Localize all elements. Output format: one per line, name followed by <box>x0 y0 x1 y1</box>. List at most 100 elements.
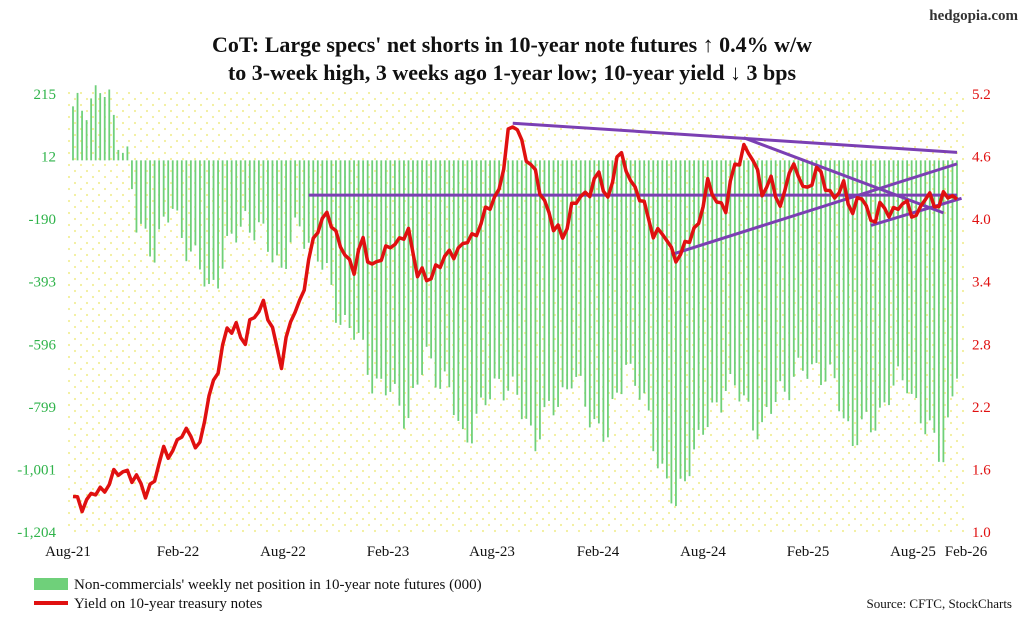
bar <box>348 160 351 328</box>
legend: Non-commercials' weekly net position in … <box>34 577 482 612</box>
bar <box>534 160 537 452</box>
bar <box>829 160 831 365</box>
legend-swatch-bars <box>34 578 68 590</box>
bar <box>285 160 287 269</box>
right-tick-label: 1.6 <box>972 462 991 478</box>
bar <box>507 160 510 391</box>
bar <box>307 160 310 243</box>
bar <box>362 160 365 340</box>
bar <box>316 160 319 262</box>
left-tick-label: -1,204 <box>17 525 56 541</box>
bar <box>842 160 845 419</box>
bar <box>670 160 673 504</box>
bar <box>375 160 378 379</box>
bar <box>815 160 818 363</box>
bar <box>90 98 93 161</box>
line-series <box>72 125 959 514</box>
bar <box>715 160 718 403</box>
bar <box>543 160 546 408</box>
bar <box>851 160 854 447</box>
bar <box>756 160 759 440</box>
bar <box>253 160 256 241</box>
bar <box>321 160 324 270</box>
bar <box>344 160 346 315</box>
bar <box>647 160 650 411</box>
bar <box>874 160 877 431</box>
bar <box>99 93 102 161</box>
x-tick-label: Feb-23 <box>367 544 410 560</box>
bar <box>906 160 909 394</box>
bar <box>720 160 723 413</box>
bar <box>570 160 573 389</box>
bar <box>652 160 655 452</box>
bar <box>180 160 183 238</box>
bar <box>820 160 822 386</box>
bar <box>724 160 727 391</box>
bar <box>353 160 355 340</box>
bar <box>638 160 641 400</box>
left-axis: 215 12 -190 -393 -596 -799 -1,001 -1,204 <box>17 87 56 541</box>
trend-line <box>670 162 958 257</box>
x-tick-label: Feb-22 <box>157 544 200 560</box>
bar <box>747 160 750 402</box>
bar <box>869 160 872 433</box>
bar <box>171 160 174 209</box>
bar <box>393 160 396 384</box>
x-tick-label: Aug-21 <box>45 544 91 560</box>
x-tick-label: Aug-24 <box>680 544 726 560</box>
bar <box>706 160 709 428</box>
bar <box>162 160 165 217</box>
bar <box>502 160 505 401</box>
right-tick-label: 4.6 <box>972 150 991 166</box>
bar <box>865 160 868 412</box>
bar <box>924 160 927 435</box>
bar <box>620 160 623 395</box>
bar <box>539 160 541 440</box>
bar <box>774 160 777 403</box>
bar <box>675 160 677 507</box>
brand-label: hedgopia.com <box>929 8 1018 24</box>
bar <box>434 160 437 388</box>
bar <box>738 160 741 402</box>
bar <box>108 89 111 161</box>
bar <box>475 160 478 414</box>
bar <box>879 160 881 408</box>
bar <box>702 160 705 435</box>
bar <box>811 160 813 365</box>
bar <box>937 160 940 462</box>
bar <box>579 160 582 376</box>
bar <box>602 160 605 442</box>
bar <box>262 160 265 224</box>
bar <box>276 160 278 256</box>
bar <box>643 160 646 394</box>
bar <box>176 160 179 211</box>
bar <box>412 160 414 389</box>
bar <box>94 85 97 161</box>
bar <box>158 160 161 230</box>
bar <box>81 110 83 161</box>
bar <box>439 160 442 389</box>
bar <box>303 160 306 249</box>
bar <box>697 160 700 430</box>
bar <box>480 160 482 398</box>
bar <box>529 160 532 426</box>
x-tick-label: Aug-25 <box>890 544 936 560</box>
left-tick-label: 12 <box>41 150 56 166</box>
bar <box>335 160 337 323</box>
bar <box>144 160 147 229</box>
bar <box>883 160 886 403</box>
x-tick-label: Aug-22 <box>260 544 306 560</box>
right-tick-label: 1.0 <box>972 525 991 541</box>
bar <box>230 160 233 234</box>
bar <box>942 160 945 463</box>
right-tick-label: 5.2 <box>972 87 991 103</box>
bar <box>584 160 587 407</box>
bar <box>933 160 936 433</box>
bar <box>489 160 491 400</box>
source-label: Source: CFTC, StockCharts <box>866 596 1012 611</box>
bar <box>656 160 659 469</box>
bar <box>765 160 768 408</box>
bar <box>607 160 609 438</box>
bar <box>511 160 514 377</box>
bar <box>448 160 451 388</box>
